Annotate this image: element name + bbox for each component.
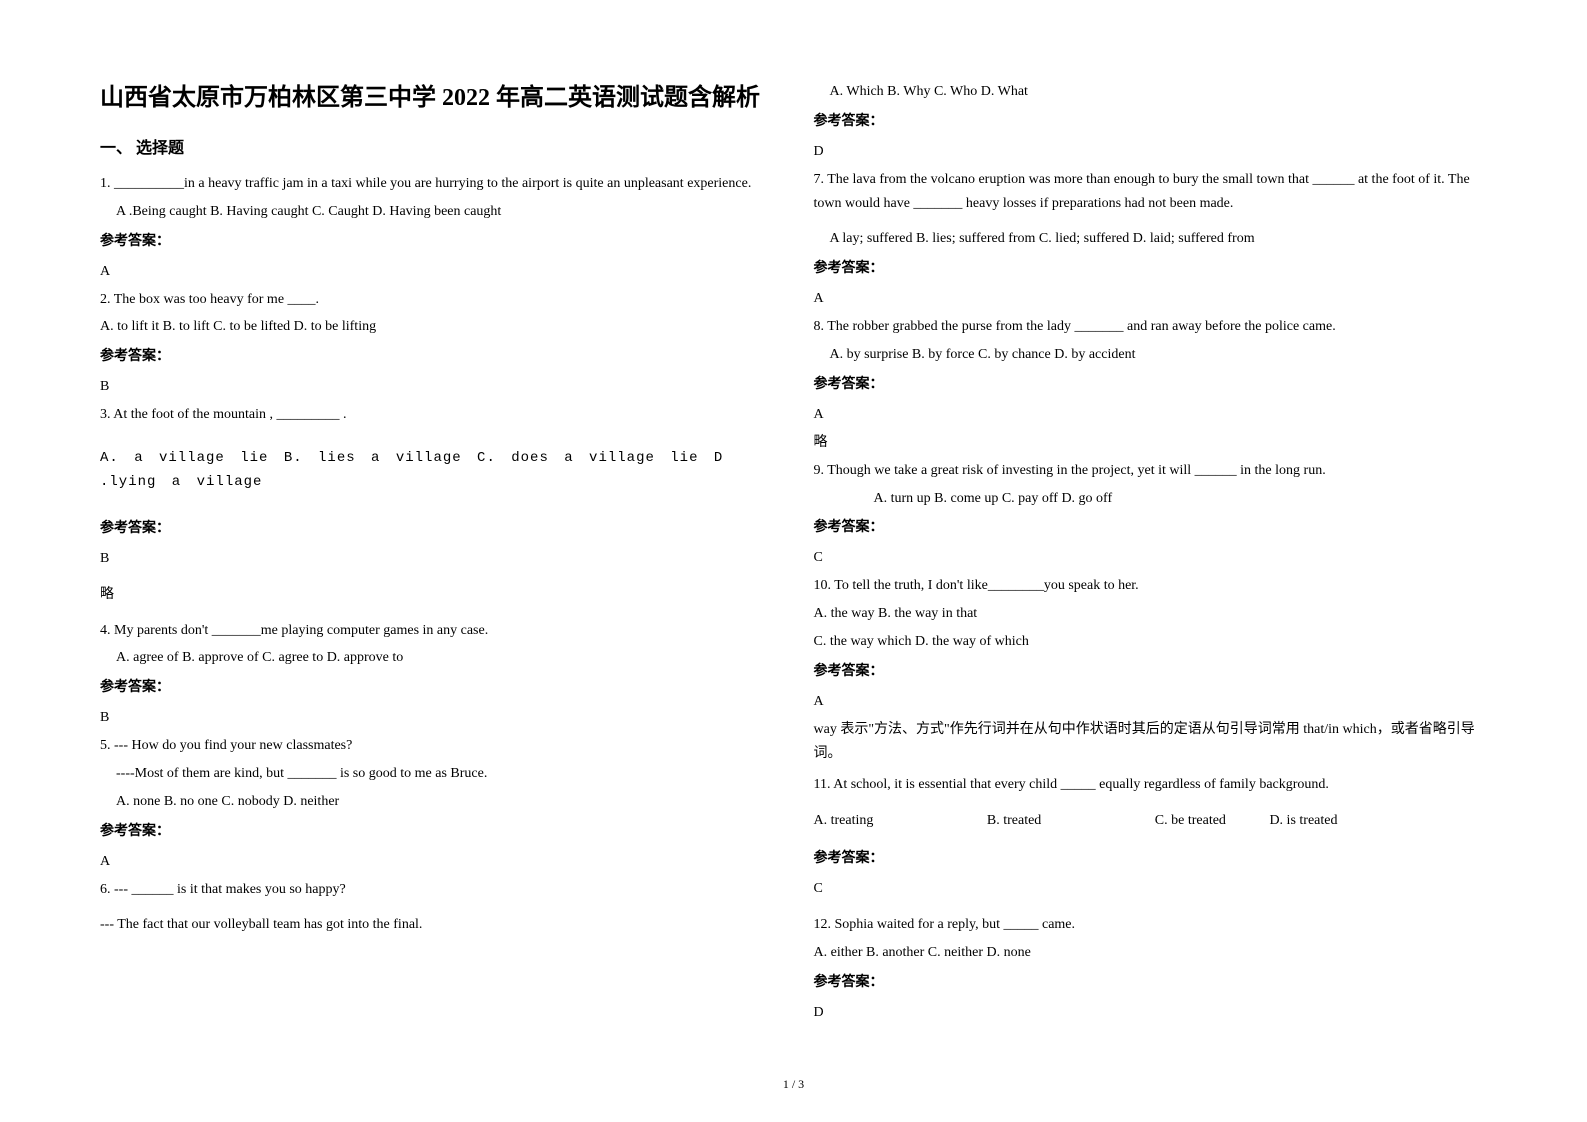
q4-text: 4. My parents don't _______me playing co… [100,619,774,643]
q11-optC: C. be treated [1155,809,1226,833]
q6-options: A. Which B. Why C. Who D. What [814,80,1488,104]
page-number: 1 / 3 [783,1077,804,1092]
q9-text: 9. Though we take a great risk of invest… [814,459,1488,483]
q8-text: 8. The robber grabbed the purse from the… [814,315,1488,339]
q8-options: A. by surprise B. by force C. by chance … [814,343,1488,367]
q5-answer: A [100,854,774,870]
q5-text: 5. --- How do you find your new classmat… [100,734,774,758]
q7-options: A lay; suffered B. lies; suffered from C… [814,227,1488,251]
q7-text: 7. The lava from the volcano eruption wa… [814,168,1488,216]
right-column: A. Which B. Why C. Who D. What 参考答案： D 7… [814,80,1488,1040]
q9-options: A. turn up B. come up C. pay off D. go o… [814,487,1488,511]
q12-text: 12. Sophia waited for a reply, but _____… [814,913,1488,937]
q10-answer-label: 参考答案： [814,660,1488,680]
q11-optD: D. is treated [1269,809,1337,833]
q11-text: 11. At school, it is essential that ever… [814,773,1488,797]
section-heading: 一、 选择题 [100,134,774,158]
q2-answer: B [100,379,774,395]
q11-answer: C [814,881,1488,897]
q3-text: 3. At the foot of the mountain , _______… [100,403,774,427]
page-columns: 山西省太原市万柏林区第三中学 2022 年高二英语测试题含解析 一、 选择题 1… [100,80,1487,1040]
q10-answer: A [814,694,1488,710]
page-title: 山西省太原市万柏林区第三中学 2022 年高二英语测试题含解析 [100,80,774,116]
q6-answer-label: 参考答案： [814,110,1488,130]
q3-note: 略 [100,583,774,603]
q8-answer: A [814,407,1488,423]
q6-text: 6. --- ______ is it that makes you so ha… [100,878,774,902]
q1-options: A .Being caught B. Having caught C. Caug… [100,200,774,224]
q5-text2: ----Most of them are kind, but _______ i… [100,762,774,786]
q10-options2: C. the way which D. the way of which [814,630,1488,654]
q6-optA: A. Which B. Why C. Who D. What [830,80,1028,104]
q11-options: A. treating B. treated C. be treated D. … [814,809,1488,833]
q1-answer: A [100,264,774,280]
q11-optA: A. treating [814,809,874,833]
q5-options: A. none B. no one C. nobody D. neither [100,790,774,814]
q5-answer-label: 参考答案： [100,820,774,840]
q11-answer-label: 参考答案： [814,847,1488,867]
q12-answer-label: 参考答案： [814,971,1488,991]
q6-text2: --- The fact that our volleyball team ha… [100,913,774,937]
q2-options: A. to lift it B. to lift C. to be lifted… [100,315,774,339]
q10-options1: A. the way B. the way in that [814,602,1488,626]
q4-answer: B [100,710,774,726]
q12-answer: D [814,1005,1488,1021]
q12-options: A. either B. another C. neither D. none [814,941,1488,965]
q2-text: 2. The box was too heavy for me ____. [100,288,774,312]
q7-answer-label: 参考答案： [814,257,1488,277]
q2-answer-label: 参考答案： [100,345,774,365]
q1-answer-label: 参考答案： [100,230,774,250]
q9-answer: C [814,550,1488,566]
q3-options: A. a village lie B. lies a village C. do… [100,447,774,495]
q8-note: 略 [814,431,1488,451]
left-column: 山西省太原市万柏林区第三中学 2022 年高二英语测试题含解析 一、 选择题 1… [100,80,774,1040]
q10-explain: way 表示"方法、方式"作先行词并在从句中作状语时其后的定语从句引导词常用 t… [814,718,1488,766]
q4-options: A. agree of B. approve of C. agree to D.… [100,646,774,670]
q1-text: 1. __________in a heavy traffic jam in a… [100,172,774,196]
q3-answer-label: 参考答案： [100,517,774,537]
q4-answer-label: 参考答案： [100,676,774,696]
q10-text: 10. To tell the truth, I don't like_____… [814,574,1488,598]
q7-answer: A [814,291,1488,307]
q6-answer: D [814,144,1488,160]
q3-answer: B [100,551,774,567]
q8-answer-label: 参考答案： [814,373,1488,393]
q11-optB: B. treated [987,809,1041,833]
q9-answer-label: 参考答案： [814,516,1488,536]
